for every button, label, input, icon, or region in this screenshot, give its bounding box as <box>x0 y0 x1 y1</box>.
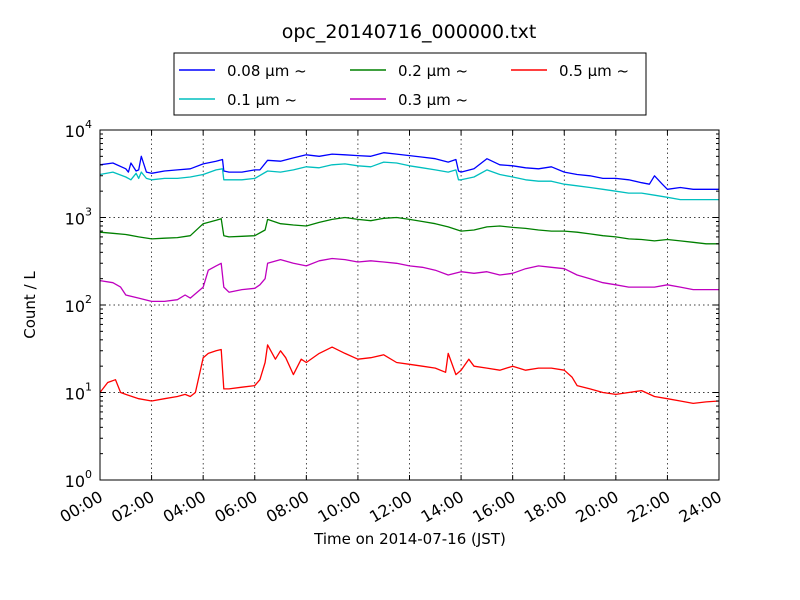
y-tick-exp: 0 <box>85 468 92 481</box>
y-tick-label: 101 <box>65 381 92 404</box>
axis-ticks <box>99 129 720 481</box>
series-lines <box>99 152 720 405</box>
x-tick-label: 10:00 <box>314 487 363 527</box>
x-tick-label: 12:00 <box>366 487 415 527</box>
legend-label: 0.08 μm ~ <box>227 62 307 80</box>
x-tick-label: 22:00 <box>624 487 673 527</box>
x-axis-label: Time on 2014-07-16 (JST) <box>313 530 506 548</box>
y-tick-exp: 4 <box>85 118 92 131</box>
y-tick-label: 104 <box>65 118 92 141</box>
y-tick-base: 10 <box>65 210 85 229</box>
x-tick-label: 00:00 <box>57 487 106 527</box>
y-tick-label: 102 <box>65 293 92 316</box>
x-tick-label: 18:00 <box>521 487 570 527</box>
series-line-5 <box>99 344 720 405</box>
series-line-4 <box>99 257 719 303</box>
y-tick-exp: 1 <box>85 381 92 394</box>
legend-label: 0.5 μm ~ <box>559 62 629 80</box>
x-tick-label: 06:00 <box>211 487 260 527</box>
y-tick-base: 10 <box>65 122 85 141</box>
x-tick-label: 20:00 <box>572 487 621 527</box>
x-tick-label: 16:00 <box>469 487 518 527</box>
y-tick-label: 103 <box>65 206 92 229</box>
y-axis-label: Count / L <box>21 271 39 339</box>
x-tick-label: 04:00 <box>160 487 209 527</box>
legend-label: 0.1 μm ~ <box>227 91 297 109</box>
x-tick-label: 08:00 <box>263 487 312 527</box>
y-tick-exp: 3 <box>85 206 92 219</box>
x-tick-label: 14:00 <box>418 487 467 527</box>
series-line-3 <box>99 216 719 245</box>
legend-label: 0.2 μm ~ <box>398 62 468 80</box>
y-tick-base: 10 <box>65 385 85 404</box>
y-tick-base: 10 <box>65 297 85 316</box>
legend-label: 0.3 μm ~ <box>398 91 468 109</box>
y-tick-label: 100 <box>65 468 92 491</box>
x-tick-label: 02:00 <box>108 487 157 527</box>
y-tick-base: 10 <box>65 472 85 491</box>
legend: 0.08 μm ~ 0.1 μm ~ 0.2 μm ~ 0.3 μm ~ 0.5 μm … <box>173 52 647 116</box>
x-tick-label: 24:00 <box>676 487 725 527</box>
chart-title: opc_20140716_000000.txt <box>282 21 537 43</box>
series-line-2 <box>99 161 719 201</box>
x-tick-labels: 00:00 02:00 04:00 06:00 08:00 10:00 12:00 14:00… <box>57 487 725 527</box>
legend-box <box>173 52 647 116</box>
series-line-1 <box>99 152 719 190</box>
y-tick-exp: 2 <box>85 293 92 306</box>
gridlines <box>99 129 720 481</box>
